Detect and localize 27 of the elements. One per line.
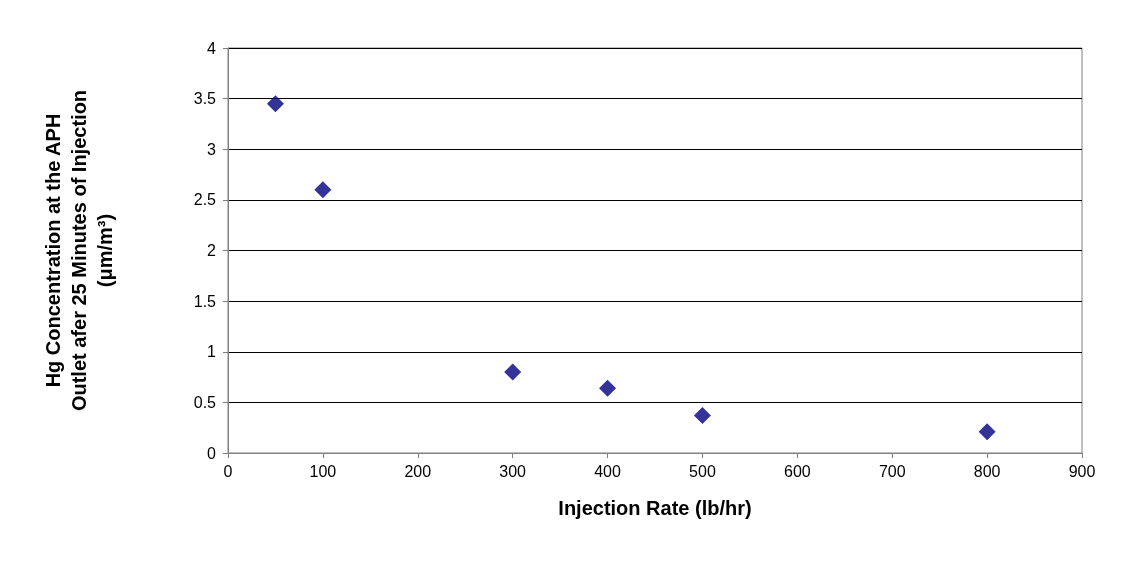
x-tick-label: 700 [878,462,906,480]
y-tick-label: 0 [207,444,217,462]
x-tick-label: 300 [499,462,527,480]
y-tick-label: 0.5 [193,393,217,411]
y-tick-label: 4 [207,39,217,57]
point [314,181,332,199]
x-tick-label: 500 [689,462,716,480]
x-tick-label: 400 [594,462,621,480]
y-tick-label: 2.5 [193,191,217,209]
y-tick-label: 1 [207,343,217,361]
x-tick-label: 200 [404,462,432,480]
x-axis-title: Injection Rate (lb/hr) [558,497,752,519]
x-tick-label: 100 [309,462,337,480]
x-tick-label: 600 [783,462,811,480]
point [266,95,284,113]
y-tick-label: 3 [207,140,217,158]
x-tick-label: 0 [223,462,233,480]
point [504,363,522,381]
y-tick-label: 1.5 [193,292,217,310]
y-tick-label: 2 [207,242,217,259]
point [599,379,617,397]
x-tick-label: 900 [1068,462,1096,480]
x-tick-label: 800 [973,462,1001,480]
y-tick-label: 3.5 [193,90,217,108]
y-axis-title: Hg Concentration at the APH Outlet afer 25 Minutes of Injection (μm/m³) [42,89,116,412]
point [978,423,996,441]
point [693,407,711,425]
